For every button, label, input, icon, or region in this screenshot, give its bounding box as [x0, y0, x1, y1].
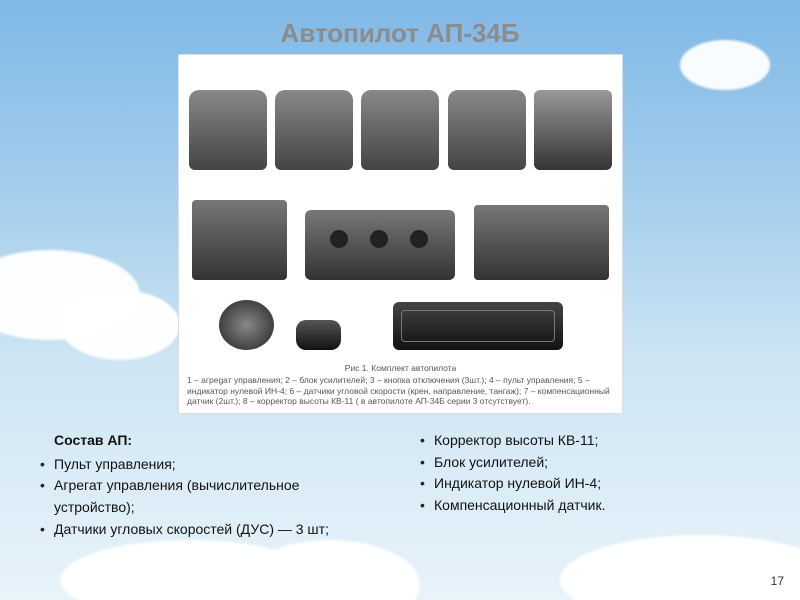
list-item: Датчики угловых скоростей (ДУС) — 3 шт;: [40, 519, 380, 541]
component-icon: [448, 90, 526, 170]
components-figure: Рис 1. Комплект автопилота 1 – агрegат у…: [178, 54, 623, 414]
list-item: Корректор высоты КВ-11;: [420, 430, 760, 452]
component-icon: [189, 90, 267, 170]
list-heading: Состав АП:: [54, 430, 380, 452]
figure-caption: Рис 1. Комплект автопилота 1 – агрegат у…: [187, 363, 614, 408]
component-icon: [534, 90, 612, 170]
component-icon: [219, 300, 274, 350]
slide: Автопилот АП-34Б Рис 1. Комплект автопил…: [0, 0, 800, 600]
page-number: 17: [771, 574, 784, 588]
component-icon: [305, 210, 455, 280]
component-list-left: Пульт управления; Агрегат управления (вы…: [40, 454, 380, 541]
component-icon: [361, 90, 439, 170]
component-list-right: Корректор высоты КВ-11; Блок усилителей;…: [420, 430, 760, 517]
list-item: Компенсационный датчик.: [420, 495, 760, 517]
component-icon: [474, 205, 609, 280]
component-icon: [393, 302, 563, 350]
figure-caption-title: Рис 1. Комплект автопилота: [187, 363, 614, 374]
slide-title: Автопилот АП-34Б: [0, 18, 800, 49]
right-column: Корректор высоты КВ-11; Блок усилителей;…: [420, 430, 760, 540]
content-columns: Состав АП: Пульт управления; Агрегат упр…: [40, 430, 760, 540]
list-item: Индикатор нулевой ИН-4;: [420, 473, 760, 495]
left-column: Состав АП: Пульт управления; Агрегат упр…: [40, 430, 380, 540]
cloud-decoration: [60, 290, 180, 360]
component-icon: [296, 320, 341, 350]
list-item: Блок усилителей;: [420, 452, 760, 474]
list-item: Агрегат управления (вычислительное устро…: [40, 475, 380, 518]
list-item: Пульт управления;: [40, 454, 380, 476]
figure-caption-text: 1 – агрegат управления; 2 – блок усилите…: [187, 375, 610, 406]
component-icon: [275, 90, 353, 170]
component-icon: [192, 200, 287, 280]
cloud-decoration: [560, 535, 800, 600]
